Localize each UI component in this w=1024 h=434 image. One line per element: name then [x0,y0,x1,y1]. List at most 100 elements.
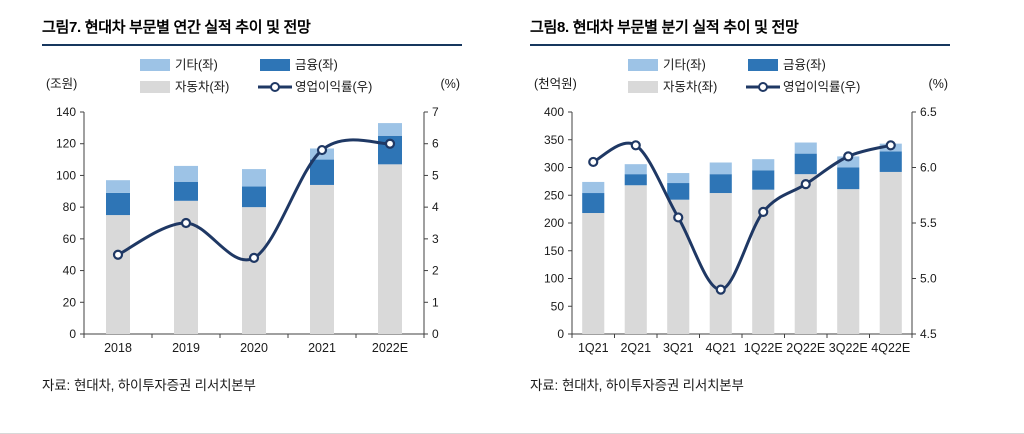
bar-segment [794,174,817,334]
x-axis-label: 2020 [240,341,268,355]
legend-bar-swatch-icon [628,59,658,71]
source-label: 자료: [530,378,558,393]
bar-segment [174,181,198,201]
bar-segment [752,170,775,190]
bar-segment [794,153,817,175]
bar-segment [582,193,605,214]
bar-segment [752,189,775,334]
bar-segment [582,181,605,194]
line-series [591,141,893,292]
left-axis-tick-label: 60 [63,232,77,246]
bar-segment [752,159,775,171]
legend-item: 영업이익률(우) [746,80,860,94]
bar-segment [709,174,732,194]
line-marker [800,179,811,190]
source-text: 현대차, 하이투자증권 리서치본부 [562,378,744,393]
bar-series-group [106,123,402,334]
bar-segment [174,165,198,182]
right-axis-unit: (%) [441,77,460,91]
line-marker [758,206,769,217]
annual-stacked-bar-line-chart: (조원) (%)기타(좌) 금융(좌)자동차(좌) 영업이익률(우)020406080… [46,58,460,355]
legend-label: 영업이익률(우) [295,80,372,94]
x-axis-label: 2Q21 [620,341,651,355]
bar-segment [310,184,334,334]
quarterly-stacked-bar-line-chart: (천억원) (%) 기타(좌) 금융(좌) 자동차(좌) 영업이익률(우) 0 50 100 15… [534,58,948,355]
bar-segment [582,213,605,334]
right-axis-tick-label: 4 [432,200,439,214]
bar-segment [106,192,130,216]
line-marker [673,212,684,223]
right-axis-tick-label: 5.5 [920,216,937,230]
left-axis-unit: (조원) [46,77,77,91]
left-axis-tick-label: 350 [544,133,564,147]
bar-segment [794,142,817,154]
bar-segment [709,162,732,175]
legend-label: 기타(좌) [175,58,218,72]
bar-segment [879,171,902,334]
right-axis-tick-label: 2 [432,264,439,278]
x-axis-label: 2022E [372,341,408,355]
left-axis-tick-label: 40 [63,264,77,278]
line-marker [316,144,328,156]
x-axis-label: 4Q21 [705,341,736,355]
bar-series-group [582,142,902,334]
legend-label: 자동차(좌) [663,80,717,94]
line-marker [384,138,396,149]
legend-label: 자동차(좌) [175,80,229,94]
left-axis-tick-label: 0 [557,327,564,341]
annual-chart-title: 그림7. 현대차 부문별 연간 실적 추이 및 전망 [42,19,311,36]
left-axis-tick-label: 400 [544,105,564,119]
legend-item: 영업이익률(우) [258,80,372,94]
line-marker [843,151,854,162]
x-axis-label: 1Q22E [744,341,783,355]
bar-segment [310,159,334,185]
bar-segment [624,164,647,175]
legend-item: 금융(좌) [260,58,338,72]
bar-segment [879,151,902,172]
right-axis-tick-label: 5.0 [920,272,937,286]
left-axis-tick-label: 140 [56,105,76,119]
x-axis-label: 4Q22E [871,341,910,355]
left-axis-tick-label: 150 [544,244,564,258]
left-axis-tick-label: 100 [544,272,564,286]
bar-segment [106,180,130,193]
line-marker [588,156,599,168]
line-marker [112,249,124,260]
legend-item: 기타(좌) [140,58,218,72]
x-axis-label: 1Q21 [578,341,609,355]
legend-line-marker-icon [758,82,768,92]
legend-label: 금융(좌) [783,58,826,72]
bar-segment [242,169,266,187]
bar-segment [709,193,732,334]
line-marker [715,284,726,295]
legend-bar-swatch-icon [140,81,170,93]
right-axis-tick-label: 5 [432,168,439,182]
legend-bar-swatch-icon [260,59,290,71]
right-axis-tick-label: 0 [432,327,439,341]
bar-segment [667,183,690,200]
right-axis-tick-label: 6.5 [920,105,937,119]
line-marker [885,140,896,151]
legend-label: 기타(좌) [663,58,706,72]
left-axis-tick-label: 250 [544,188,564,202]
bar-segment [242,207,266,334]
x-axis-label: 2019 [172,341,200,355]
legend-label: 영업이익률(우) [783,80,860,94]
quarterly-chart-panel: 그림8. 현대차 부문별 분기 실적 추이 및 전망 (천억원) (%) 기타(좌)… [530,16,950,394]
left-axis-tick-label: 200 [544,216,564,230]
legend-item: 기타(좌) [628,58,706,72]
bar-segment [242,186,266,208]
left-axis-tick-label: 300 [544,161,564,175]
right-axis-tick-label: 4.5 [920,327,937,341]
legend: 기타(좌) 금융(좌) 자동차(좌) 영업이익률(우) [140,58,372,94]
annual-chart-title-block: 그림7. 현대차 부문별 연간 실적 추이 및 전망 [42,16,462,46]
legend-item: 자동차(좌) [140,80,229,94]
legend-item: 자동차(좌) [628,80,717,94]
annual-chart-panel: 그림7. 현대차 부문별 연간 실적 추이 및 전망 (조원) (%) 기타(좌) 금… [42,16,462,394]
right-axis-tick-label: 6 [432,137,439,151]
right-axis-tick-label: 7 [432,105,439,119]
x-axis-label: 2018 [104,341,132,355]
x-axis-label: 3Q21 [663,341,694,355]
bar-segment [378,164,402,334]
bar-segment [667,199,690,334]
